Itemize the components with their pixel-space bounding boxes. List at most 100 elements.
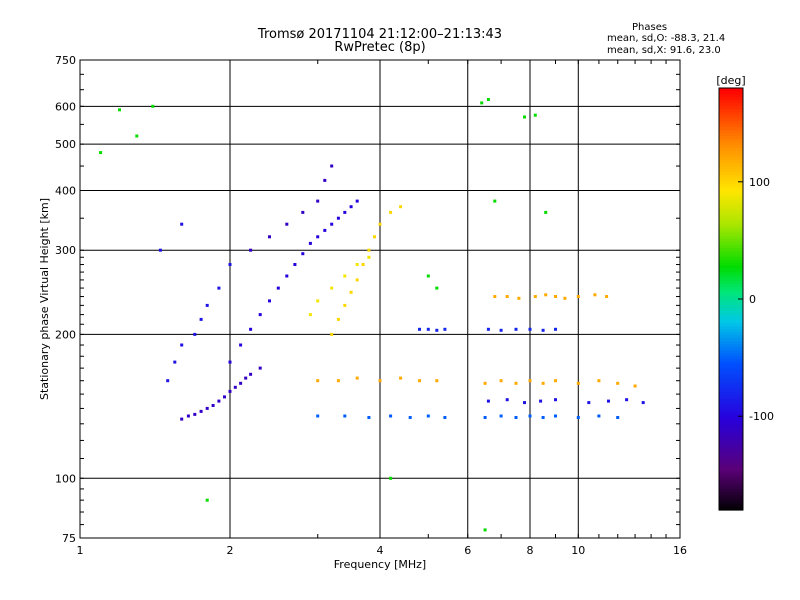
colorbar-segment bbox=[719, 295, 743, 300]
colorbar-segment bbox=[719, 398, 743, 403]
data-point bbox=[443, 327, 447, 331]
data-point bbox=[199, 317, 203, 321]
data-point bbox=[641, 401, 645, 405]
colorbar-segment bbox=[719, 268, 743, 273]
colorbar-segment bbox=[719, 371, 743, 375]
colorbar-segment bbox=[719, 220, 743, 225]
data-point bbox=[408, 416, 412, 419]
data-point bbox=[316, 379, 320, 383]
data-point bbox=[249, 248, 253, 252]
colorbar-segment bbox=[719, 404, 743, 409]
data-point bbox=[180, 222, 184, 226]
colorbar-segment bbox=[719, 190, 743, 195]
colorbar-segment bbox=[719, 347, 743, 351]
data-point bbox=[633, 384, 637, 388]
data-point bbox=[308, 313, 312, 317]
data-point bbox=[186, 414, 190, 418]
colorbar-segment bbox=[719, 473, 743, 478]
colorbar-segment bbox=[719, 311, 743, 315]
data-point bbox=[355, 278, 359, 282]
data-point bbox=[587, 401, 591, 405]
x-tick-label: 16 bbox=[673, 544, 687, 557]
data-point bbox=[389, 210, 393, 214]
colorbar-segment bbox=[719, 154, 743, 158]
colorbar-segment bbox=[719, 497, 743, 502]
data-point bbox=[118, 108, 121, 112]
data-point bbox=[336, 216, 340, 220]
data-point bbox=[523, 115, 526, 119]
data-point bbox=[166, 379, 170, 383]
colorbar-tick-label: -100 bbox=[749, 410, 774, 423]
colorbar-segment bbox=[719, 232, 743, 237]
colorbar-segment bbox=[719, 302, 743, 306]
data-point bbox=[541, 328, 545, 332]
colorbar-segment bbox=[719, 187, 743, 192]
colorbar-segment bbox=[719, 422, 743, 427]
colorbar-segment bbox=[719, 485, 743, 490]
colorbar-segment bbox=[719, 329, 743, 333]
data-point bbox=[244, 376, 248, 380]
colorbar-segment bbox=[719, 467, 743, 472]
y-tick-label: 600 bbox=[55, 100, 76, 113]
data-point bbox=[554, 414, 557, 418]
y-tick-label: 75 bbox=[62, 532, 76, 545]
y-tick-label: 750 bbox=[55, 54, 76, 67]
colorbar-segment bbox=[719, 100, 743, 104]
colorbar-segment bbox=[719, 262, 743, 267]
data-point bbox=[554, 398, 557, 402]
colorbar-segment bbox=[719, 286, 743, 291]
colorbar-label: [deg] bbox=[716, 74, 745, 87]
colorbar-segment bbox=[719, 506, 743, 511]
y-tick-label: 200 bbox=[55, 328, 76, 341]
data-point bbox=[330, 222, 334, 226]
colorbar-segment bbox=[719, 341, 743, 345]
colorbar-segment bbox=[719, 416, 743, 421]
colorbar-segment bbox=[719, 130, 743, 134]
colorbar-segment bbox=[719, 476, 743, 481]
colorbar-segment bbox=[719, 413, 743, 418]
data-point bbox=[493, 199, 497, 203]
colorbar-segment bbox=[719, 229, 743, 234]
data-point bbox=[258, 366, 262, 370]
colorbar-segment bbox=[719, 482, 743, 487]
data-point bbox=[330, 332, 334, 336]
data-point bbox=[486, 327, 490, 331]
data-point bbox=[483, 416, 487, 419]
colorbar-segment bbox=[719, 280, 743, 285]
colorbar-segment bbox=[719, 112, 743, 116]
colorbar-segment bbox=[719, 362, 743, 366]
data-point bbox=[593, 293, 597, 297]
chart-subtitle: RwPretec (8p) bbox=[334, 40, 426, 55]
data-point bbox=[576, 295, 580, 298]
data-point bbox=[605, 295, 609, 298]
data-point bbox=[308, 241, 312, 245]
colorbar-segment bbox=[719, 491, 743, 496]
data-point bbox=[435, 328, 439, 332]
chart-title: Tromsø 20171104 21:12:00–21:13:43 bbox=[257, 27, 503, 42]
colorbar-segment bbox=[719, 175, 743, 180]
data-point bbox=[426, 414, 430, 418]
data-point bbox=[367, 416, 371, 419]
data-point bbox=[355, 199, 359, 203]
colorbar-segment bbox=[719, 292, 743, 297]
data-point bbox=[268, 299, 271, 303]
colorbar-segment bbox=[719, 359, 743, 363]
colorbar-tick-label: 0 bbox=[749, 293, 756, 306]
colorbar-segment bbox=[719, 461, 743, 466]
data-point bbox=[616, 381, 620, 385]
colorbar-segment bbox=[719, 199, 743, 204]
data-point bbox=[539, 399, 543, 403]
colorbar-segment bbox=[719, 320, 743, 324]
colorbar-segment bbox=[719, 88, 743, 92]
y-tick-label: 400 bbox=[55, 184, 76, 197]
data-point bbox=[343, 210, 347, 214]
data-point bbox=[533, 113, 537, 117]
data-point bbox=[399, 205, 403, 209]
colorbar-segment bbox=[719, 160, 743, 164]
colorbar-segment bbox=[719, 145, 743, 149]
data-point bbox=[323, 228, 327, 232]
colorbar-segment bbox=[719, 317, 743, 321]
colorbar-segment bbox=[719, 142, 743, 146]
y-tick-label: 100 bbox=[55, 472, 76, 485]
